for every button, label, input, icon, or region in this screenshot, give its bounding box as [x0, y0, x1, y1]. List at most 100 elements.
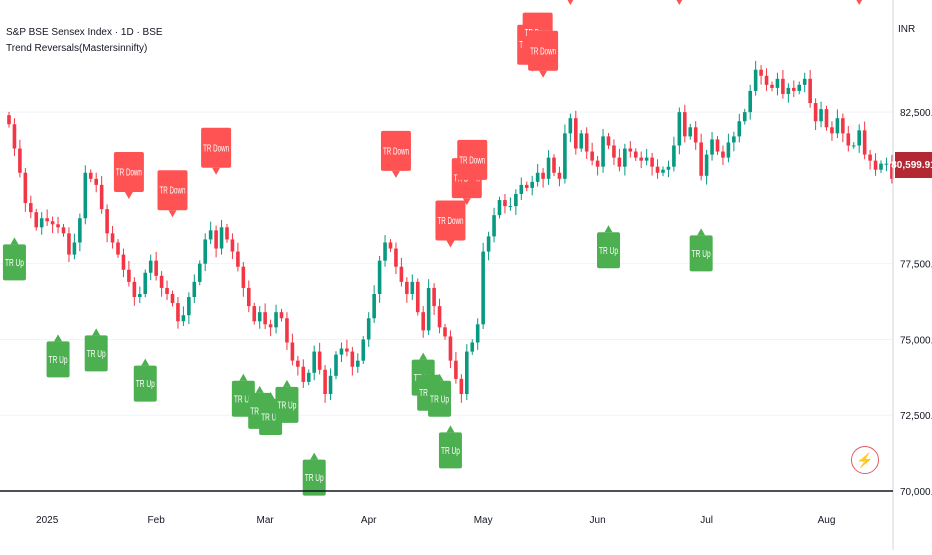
lightning-icon[interactable]: ⚡: [851, 446, 879, 474]
candle-body: [742, 112, 747, 122]
tr-up-label[interactable]: TR Up: [597, 225, 620, 269]
candle-body: [846, 133, 851, 146]
y-tick-label: 77,500.00: [900, 260, 932, 271]
price-axis[interactable]: 70,000.00 72,500.00 75,000.00 77,500.00 82,5…: [900, 108, 932, 498]
candle-body: [497, 200, 502, 216]
tr-down-label[interactable]: TR Down: [528, 30, 559, 78]
candle-body: [541, 172, 545, 179]
candle-body: [552, 157, 556, 173]
label-text: TR Down: [459, 155, 485, 166]
candle-body: [650, 157, 654, 167]
tr-down-label[interactable]: TR Down: [555, 0, 585, 6]
candle-body: [377, 260, 382, 294]
candle-body: [410, 281, 415, 294]
candle-body: [181, 315, 186, 322]
label-text: TR Down: [530, 46, 556, 57]
tr-up-label[interactable]: TR Up: [2, 237, 26, 281]
candle-body: [824, 109, 829, 128]
tr-up-label[interactable]: TR Up: [689, 228, 713, 272]
candle-body: [18, 148, 22, 173]
candle-body: [132, 281, 137, 298]
candle-body: [688, 127, 693, 137]
candle-body: [644, 157, 649, 161]
candle-body: [454, 360, 458, 379]
candle-body: [388, 242, 393, 249]
tr-down-label[interactable]: TR Down: [380, 130, 411, 178]
candle-body: [197, 263, 202, 282]
label-text: TR Down: [437, 216, 463, 227]
label-pointer: [539, 70, 548, 78]
candle-body: [470, 342, 475, 352]
tr-down-label[interactable]: TR Down: [157, 170, 188, 218]
time-axis[interactable]: 2025 Feb Mar Apr May Jun Jul Aug: [36, 515, 835, 526]
tr-down-label[interactable]: TR Down: [201, 127, 232, 175]
candle-body: [873, 160, 878, 170]
candle-body: [584, 133, 589, 152]
tr-down-label[interactable]: TR Down: [113, 152, 144, 200]
candle-body: [628, 148, 633, 152]
label-text: TR Down: [383, 146, 409, 157]
label-pointer: [141, 358, 150, 366]
candle-body: [437, 306, 442, 328]
candle-body: [862, 130, 867, 155]
candle-body: [830, 127, 834, 134]
candle-body: [399, 266, 404, 282]
candle-body: [296, 360, 300, 367]
tr-up-label[interactable]: TR Up: [84, 328, 108, 372]
label-pointer: [676, 0, 683, 6]
tr-down-label[interactable]: TR Down: [664, 0, 694, 6]
candle-body: [841, 118, 845, 134]
candle-body: [808, 78, 812, 104]
x-tick-label: Jul: [700, 515, 713, 526]
label-text: TR Up: [136, 379, 155, 390]
candle-body: [366, 318, 371, 340]
candle-body: [274, 312, 278, 328]
label-pointer: [468, 179, 477, 187]
currency-label[interactable]: INR: [898, 24, 916, 35]
label-pointer: [446, 425, 455, 433]
x-tick-label: Mar: [257, 515, 275, 526]
tr-down-label[interactable]: TR Down: [844, 0, 874, 6]
candle-body: [176, 303, 180, 322]
label-box: [133, 365, 157, 402]
candle-body: [7, 115, 11, 125]
candle-body: [492, 215, 496, 237]
label-box: [438, 432, 462, 469]
candle-body: [759, 69, 763, 76]
candle-body: [317, 351, 322, 370]
candle-body: [884, 163, 889, 165]
candle-body: [230, 239, 235, 252]
candle-body: [67, 233, 71, 255]
candle-body: [633, 151, 638, 158]
candle-body: [737, 121, 742, 137]
candle-body: [383, 242, 387, 261]
candle-body: [148, 260, 153, 273]
tr-up-label[interactable]: TR Up: [133, 358, 157, 402]
candle-body: [127, 269, 131, 282]
candle-body: [677, 112, 682, 146]
tr-down-label[interactable]: TR Down: [435, 200, 466, 248]
tr-up-label[interactable]: TR Up: [428, 373, 452, 417]
tr-up-label[interactable]: TR Up: [302, 452, 326, 496]
symbol-title[interactable]: S&P BSE Sensex Index · 1D · BSE: [6, 27, 163, 38]
tr-down-label[interactable]: TR Down: [457, 139, 488, 187]
candle-body: [159, 275, 164, 288]
tr-up-label[interactable]: TR Up: [438, 425, 462, 469]
candle-body: [372, 293, 376, 319]
candle-body: [514, 193, 518, 207]
candle-body: [639, 157, 643, 161]
tr-up-label[interactable]: TR Up: [46, 334, 70, 378]
x-tick-label: Apr: [361, 515, 377, 526]
label-text: TR Up: [234, 394, 253, 405]
candle-body: [345, 348, 349, 352]
tr-up-label[interactable]: TR Up: [275, 379, 299, 423]
candle-body: [323, 369, 327, 395]
label-text: TR Up: [441, 446, 460, 457]
indicator-title[interactable]: Trend Reversals(Mastersinnifty): [6, 43, 148, 54]
candle-body: [432, 287, 436, 307]
candle-body: [857, 130, 861, 146]
candle-body: [781, 78, 785, 94]
candle-body: [105, 209, 109, 234]
